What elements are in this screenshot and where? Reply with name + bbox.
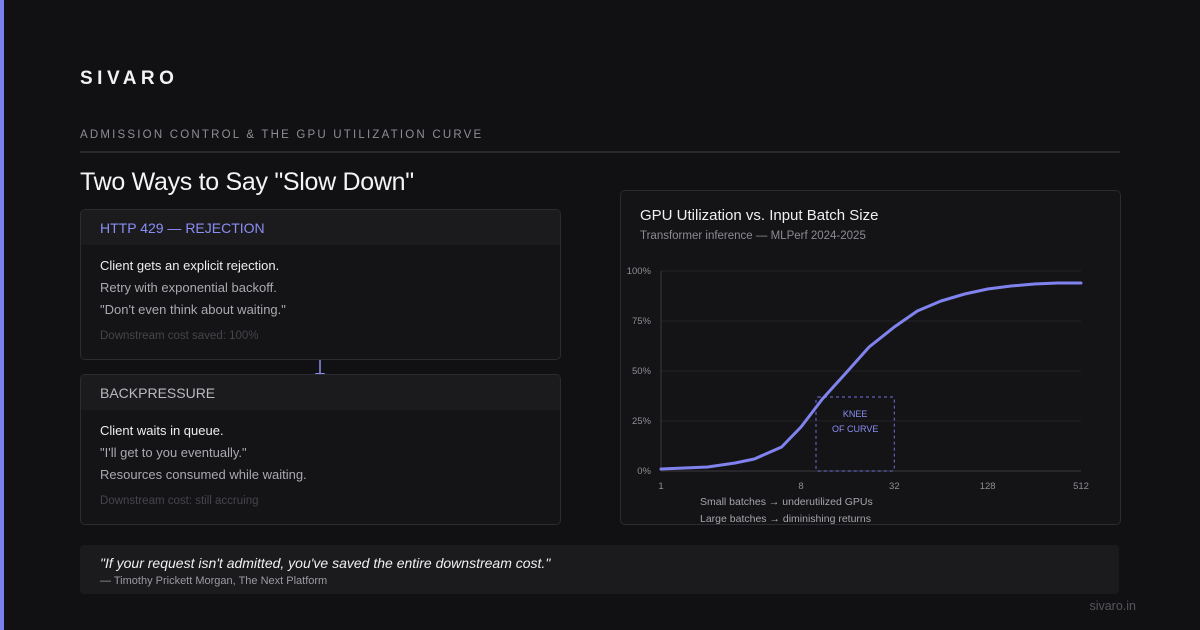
backpressure-cost: Downstream cost: still accruing	[100, 495, 259, 507]
knee-annotation-label: KNEE	[843, 409, 868, 419]
y-tick-label: 0%	[637, 466, 651, 477]
y-tick-label: 75%	[632, 316, 652, 327]
divider	[80, 151, 1120, 153]
x-tick-label: 8	[798, 481, 803, 492]
utilization-chart: 100% 75% 50% 25% 0% 1 8 32 128 512 KNEE OF CURVE Sma…	[627, 266, 1089, 524]
backpressure-line: "I'll get to you eventually."	[100, 445, 247, 460]
y-tick-label: 50%	[632, 366, 652, 377]
quote-box: "If your request isn't admitted, you've …	[80, 545, 1119, 594]
knee-annotation-label: OF CURVE	[832, 424, 878, 434]
quote-text: "If your request isn't admitted, you've …	[100, 555, 551, 571]
rejection-cost: Downstream cost saved: 100%	[100, 330, 259, 342]
chart-subtitle: Transformer inference — MLPerf 2024-2025	[640, 230, 866, 242]
backpressure-line: Resources consumed while waiting.	[100, 467, 307, 482]
backpressure-card-title: BACKPRESSURE	[81, 375, 560, 410]
page-title: Two Ways to Say "Slow Down"	[80, 168, 414, 196]
quote-attribution: — Timothy Prickett Morgan, The Next Plat…	[100, 575, 328, 587]
rejection-line: "Don't even think about waiting."	[100, 302, 286, 317]
rejection-line: Client gets an explicit rejection.	[100, 258, 280, 273]
rejection-card-title: HTTP 429 — REJECTION	[81, 210, 560, 245]
x-tick-label: 1	[658, 481, 663, 492]
rejection-line: Retry with exponential backoff.	[100, 280, 277, 295]
chart-card: GPU Utilization vs. Input Batch Size Tra…	[620, 190, 1121, 525]
x-tick-label: 32	[889, 481, 900, 492]
backpressure-line: Client waits in queue.	[100, 423, 224, 438]
chart-title: GPU Utilization vs. Input Batch Size	[640, 207, 879, 224]
x-tick-label: 128	[980, 481, 996, 492]
backpressure-card: BACKPRESSURE Client waits in queue. "I'l…	[80, 374, 561, 525]
section-label: ADMISSION CONTROL & THE GPU UTILIZATION …	[80, 129, 484, 141]
utilization-line	[659, 281, 1083, 471]
chart-note: Large batches → diminishing returns	[700, 513, 871, 524]
rejection-card: HTTP 429 — REJECTION Client gets an expl…	[80, 209, 561, 360]
site-url: sivaro.in	[1089, 599, 1136, 613]
accent-bar	[0, 0, 4, 630]
x-tick-label: 512	[1073, 481, 1089, 492]
y-tick-label: 25%	[632, 416, 652, 427]
chart-note: Small batches → underutilized GPUs	[700, 496, 873, 508]
brand-logo: SIVARO	[80, 68, 179, 89]
y-tick-label: 100%	[627, 266, 652, 277]
knee-annotation-box	[815, 396, 895, 472]
